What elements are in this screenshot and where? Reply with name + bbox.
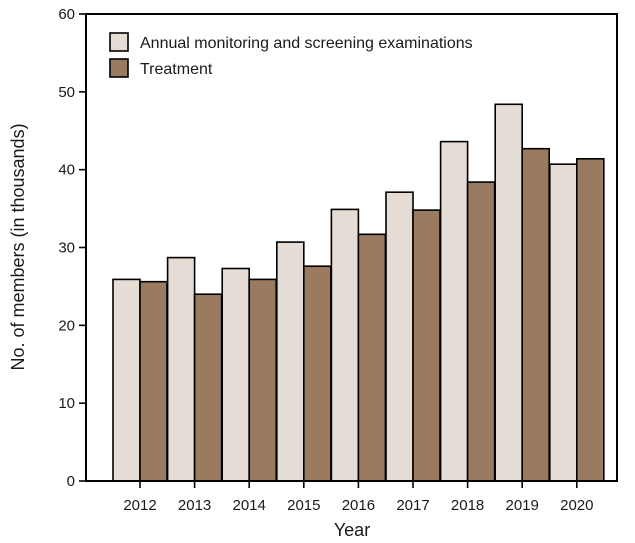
x-tick-label-2013: 2013 — [178, 497, 211, 514]
bars-group — [112, 103, 605, 482]
y-tick-label-40: 40 — [58, 162, 75, 179]
bar-treatment-2020 — [575, 158, 605, 482]
x-axis: 2012 2013 2014 2015 2016 2017 2018 2019 2020 — [123, 481, 593, 514]
y-axis-title: No. of members (in thousands) — [8, 123, 28, 370]
bar-monitoring-2012 — [112, 278, 141, 482]
bar-monitoring-2014 — [221, 267, 250, 482]
bar-treatment-2013 — [193, 293, 223, 482]
bar-monitoring-2013 — [166, 256, 196, 482]
bar-treatment-2017 — [412, 209, 441, 482]
y-tick-label-20: 20 — [58, 317, 75, 334]
x-tick-label-2020: 2020 — [560, 497, 593, 514]
bar-monitoring-2019 — [494, 103, 524, 482]
bar-treatment-2016 — [357, 233, 387, 482]
bar-treatment-2018 — [466, 181, 496, 482]
x-tick-label-2019: 2019 — [506, 497, 539, 514]
bar-monitoring-2017 — [385, 191, 414, 482]
legend-label-treatment: Treatment — [140, 61, 213, 78]
bar-monitoring-2020 — [548, 163, 578, 482]
x-axis-title: Year — [334, 520, 370, 540]
x-tick-label-2016: 2016 — [342, 497, 375, 514]
y-axis: 0 10 20 30 40 50 60 — [58, 6, 86, 490]
bar-monitoring-2015 — [275, 241, 305, 482]
y-tick-label-0: 0 — [67, 473, 75, 490]
legend-swatch-treatment — [109, 58, 129, 78]
bar-treatment-2014 — [248, 278, 277, 482]
x-tick-label-2014: 2014 — [233, 497, 266, 514]
y-tick-label-30: 30 — [58, 240, 75, 257]
x-tick-label-2018: 2018 — [451, 497, 484, 514]
legend-swatch-monitoring — [109, 32, 129, 52]
bar-treatment-2012 — [139, 280, 168, 482]
bar-monitoring-2018 — [439, 140, 469, 482]
legend: Annual monitoring and screening examinat… — [109, 32, 473, 78]
y-tick-label-50: 50 — [58, 84, 75, 101]
bar-treatment-2019 — [521, 147, 551, 482]
y-tick-label-60: 60 — [58, 6, 75, 23]
x-tick-label-2017: 2017 — [396, 497, 429, 514]
y-tick-label-10: 10 — [58, 395, 75, 412]
bar-treatment-2015 — [302, 265, 332, 482]
x-tick-label-2012: 2012 — [123, 497, 156, 514]
x-tick-label-2015: 2015 — [287, 497, 320, 514]
bar-monitoring-2016 — [330, 208, 360, 482]
legend-label-monitoring: Annual monitoring and screening examinat… — [140, 35, 473, 52]
